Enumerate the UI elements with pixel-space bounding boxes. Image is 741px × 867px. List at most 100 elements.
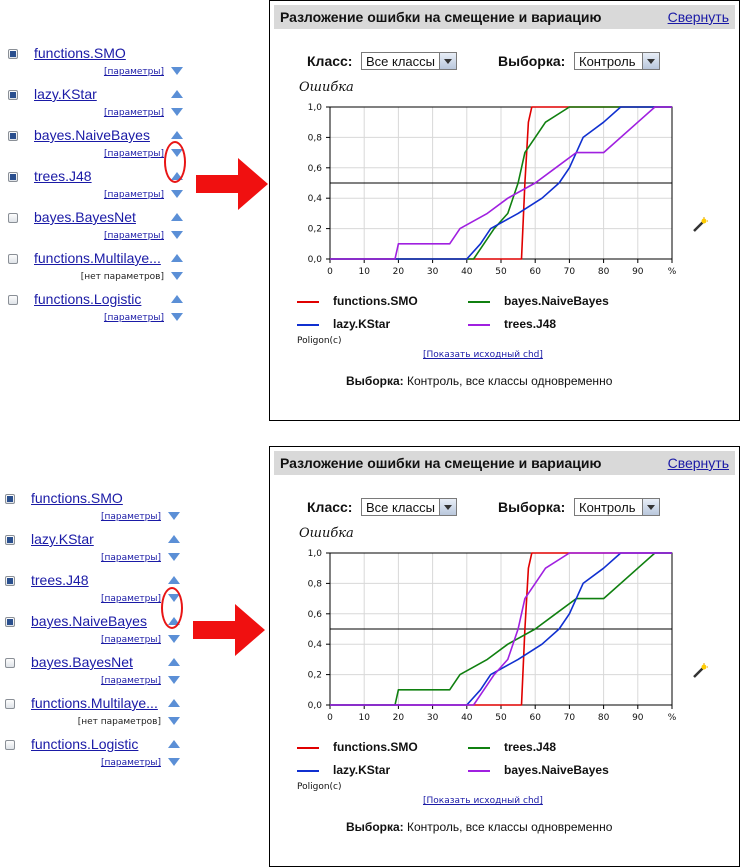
- magic-wand-icon[interactable]: [692, 663, 708, 679]
- classifier-link[interactable]: functions.SMO: [31, 490, 123, 506]
- magic-wand-icon[interactable]: [692, 217, 708, 233]
- classifier-link[interactable]: bayes.NaiveBayes: [34, 127, 150, 143]
- params-link[interactable]: [параметры]: [103, 231, 164, 241]
- legend-label: trees.J48: [504, 317, 557, 331]
- class-select[interactable]: Все классы: [361, 498, 457, 516]
- chart-y-label: Ошибка: [299, 526, 354, 541]
- classifier-link[interactable]: bayes.BayesNet: [34, 209, 136, 225]
- move-up-icon[interactable]: [171, 254, 183, 262]
- move-down-icon[interactable]: [168, 717, 180, 725]
- move-up-icon[interactable]: [168, 740, 180, 748]
- list-item: functions.Multilaye... [нет параметров]: [8, 250, 198, 291]
- collapse-link[interactable]: Свернуть: [667, 9, 729, 25]
- move-down-icon[interactable]: [171, 272, 183, 280]
- params-link[interactable]: [параметры]: [103, 67, 164, 77]
- footer-text: Контроль, все классы одновременно: [407, 374, 613, 388]
- move-down-icon[interactable]: [171, 190, 183, 198]
- error-chart: 0,0 0,2 0,4 0,6 0,8 1,0 0 10 20 30 40 50 60 70 80 90%: [308, 549, 677, 721]
- classifier-link[interactable]: lazy.KStar: [34, 86, 97, 102]
- show-source-link[interactable]: [Показать исходный chd]: [423, 796, 543, 806]
- list-item: functions.Logistic [параметры]: [8, 291, 198, 332]
- classifier-checkbox[interactable]: [8, 295, 18, 305]
- sample-select[interactable]: Контроль: [574, 498, 660, 516]
- params-link[interactable]: [параметры]: [103, 149, 164, 159]
- classifier-checkbox[interactable]: [8, 49, 18, 59]
- classifier-link[interactable]: trees.J48: [31, 572, 89, 588]
- classifier-link[interactable]: functions.SMO: [34, 45, 126, 61]
- classifier-link[interactable]: functions.Logistic: [31, 736, 139, 752]
- move-down-icon[interactable]: [171, 313, 183, 321]
- collapse-link[interactable]: Свернуть: [667, 455, 729, 471]
- classifier-link[interactable]: functions.Multilaye...: [34, 250, 161, 266]
- x-tick-label: 70: [564, 713, 576, 721]
- params-link[interactable]: [параметры]: [100, 676, 161, 686]
- x-tick-label: 30: [427, 713, 439, 721]
- classifier-checkbox[interactable]: [8, 254, 18, 264]
- move-down-icon[interactable]: [171, 231, 183, 239]
- x-tick-label: 0: [327, 267, 333, 275]
- classifier-checkbox[interactable]: [8, 131, 18, 141]
- classifier-link[interactable]: functions.Multilaye...: [31, 695, 158, 711]
- classifier-checkbox[interactable]: [5, 494, 15, 504]
- x-tick-label: 90: [632, 267, 644, 275]
- x-tick-label: 10: [358, 267, 370, 275]
- move-down-icon[interactable]: [168, 635, 180, 643]
- move-up-icon[interactable]: [171, 213, 183, 221]
- move-down-icon[interactable]: [171, 67, 183, 75]
- classifier-checkbox[interactable]: [5, 535, 15, 545]
- move-down-icon[interactable]: [168, 512, 180, 520]
- move-up-icon[interactable]: [171, 295, 183, 303]
- params-link[interactable]: [параметры]: [100, 635, 161, 645]
- params-link[interactable]: [параметры]: [103, 190, 164, 200]
- params-link[interactable]: [параметры]: [100, 512, 161, 522]
- sample-select[interactable]: Контроль: [574, 52, 660, 70]
- show-source-link[interactable]: [Показать исходный chd]: [423, 350, 543, 360]
- classifier-link[interactable]: bayes.NaiveBayes: [31, 613, 147, 629]
- class-select-value: Все классы: [366, 54, 436, 69]
- classifier-list: functions.SMO [параметры] lazy.KStar [па…: [8, 45, 198, 335]
- params-link[interactable]: [параметры]: [103, 313, 164, 323]
- classifier-checkbox[interactable]: [8, 213, 18, 223]
- bias-variance-panel: Разложение ошибки на смещение и вариацию…: [269, 446, 740, 867]
- legend-swatch: [297, 301, 319, 303]
- move-down-icon[interactable]: [168, 553, 180, 561]
- y-tick-label: 0,6: [308, 610, 323, 620]
- classifier-checkbox[interactable]: [5, 658, 15, 668]
- params-link[interactable]: [параметры]: [100, 594, 161, 604]
- move-up-icon[interactable]: [168, 576, 180, 584]
- x-tick-label: 40: [461, 713, 473, 721]
- params-link[interactable]: [параметры]: [103, 108, 164, 118]
- class-select[interactable]: Все классы: [361, 52, 457, 70]
- params-link[interactable]: [параметры]: [100, 758, 161, 768]
- classifier-link[interactable]: bayes.BayesNet: [31, 654, 133, 670]
- x-tick-label: %: [668, 713, 677, 721]
- classifier-checkbox[interactable]: [8, 90, 18, 100]
- classifier-link[interactable]: functions.Logistic: [34, 291, 142, 307]
- x-tick-label: 70: [564, 267, 576, 275]
- move-up-icon[interactable]: [168, 699, 180, 707]
- classifier-link[interactable]: lazy.KStar: [31, 531, 94, 547]
- classifier-checkbox[interactable]: [5, 740, 15, 750]
- move-up-icon[interactable]: [168, 535, 180, 543]
- y-tick-label: 0,2: [308, 225, 322, 235]
- chevron-down-icon: [642, 53, 659, 69]
- no-params-label: [нет параметров]: [80, 272, 164, 282]
- classifier-checkbox[interactable]: [5, 617, 15, 627]
- move-up-icon[interactable]: [171, 131, 183, 139]
- move-up-icon[interactable]: [168, 658, 180, 666]
- highlight-oval: [161, 587, 183, 629]
- list-item: functions.SMO [параметры]: [5, 490, 195, 531]
- classifier-checkbox[interactable]: [5, 576, 15, 586]
- x-tick-label: 80: [598, 267, 610, 275]
- params-link[interactable]: [параметры]: [100, 553, 161, 563]
- classifier-checkbox[interactable]: [5, 699, 15, 709]
- move-down-icon[interactable]: [168, 676, 180, 684]
- classifier-link[interactable]: trees.J48: [34, 168, 92, 184]
- footer-label: Выборка:: [346, 374, 404, 388]
- move-up-icon[interactable]: [171, 90, 183, 98]
- legend-label: functions.SMO: [333, 740, 418, 754]
- move-down-icon[interactable]: [168, 758, 180, 766]
- y-tick-label: 0,2: [308, 671, 322, 681]
- classifier-checkbox[interactable]: [8, 172, 18, 182]
- move-down-icon[interactable]: [171, 108, 183, 116]
